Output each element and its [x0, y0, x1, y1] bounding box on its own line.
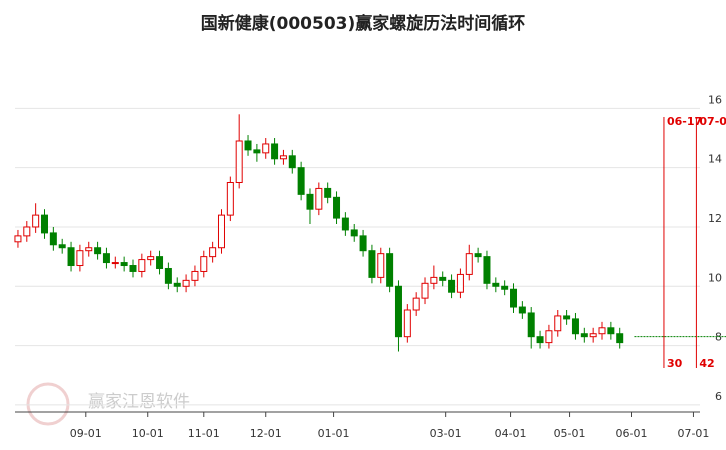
- cycle-count: 30: [667, 357, 683, 370]
- candle-body: [545, 330, 553, 344]
- candle-body: [518, 306, 526, 314]
- candle-body: [147, 256, 155, 261]
- candle-body: [571, 318, 579, 335]
- candle-body: [616, 333, 624, 344]
- cycle-date: 07-01: [699, 115, 726, 128]
- y-tick-label: 16: [708, 93, 722, 106]
- candle-body: [492, 282, 500, 287]
- candle-body: [244, 140, 252, 151]
- cycle-date: 06-17: [667, 115, 702, 128]
- candle-body: [85, 247, 93, 252]
- candle-body: [465, 253, 473, 275]
- candle-body: [14, 235, 22, 243]
- candle-body: [598, 327, 606, 335]
- candle-body: [191, 270, 199, 281]
- candle-body: [607, 327, 615, 335]
- x-tick-label: 05-01: [554, 427, 586, 440]
- candle-body: [448, 279, 456, 293]
- x-tick-label: 06-01: [616, 427, 648, 440]
- x-tick-label: 11-01: [188, 427, 220, 440]
- candle-body: [430, 276, 438, 284]
- candle-body: [368, 250, 376, 278]
- candle-body: [120, 262, 128, 267]
- candle-body: [23, 226, 31, 237]
- candle-body: [164, 267, 172, 284]
- y-tick-label: 12: [708, 212, 722, 225]
- candle-body: [483, 256, 491, 284]
- watermark-logo: [26, 382, 70, 426]
- candle-body: [76, 250, 84, 267]
- candle-body: [394, 285, 402, 338]
- cycle-count: 42: [699, 357, 714, 370]
- y-tick-label: 6: [715, 390, 722, 403]
- x-tick-label: 09-01: [70, 427, 102, 440]
- candle-body: [297, 167, 305, 195]
- candle-body: [580, 333, 588, 338]
- candle-body: [563, 315, 571, 320]
- candle-body: [288, 155, 296, 169]
- watermark: 赢家江恩软件: [88, 392, 190, 412]
- candle-body: [421, 282, 429, 299]
- candle-body: [138, 259, 146, 272]
- candle-body: [474, 253, 482, 258]
- x-tick-label: 01-01: [318, 427, 350, 440]
- candle-body: [235, 140, 243, 183]
- candle-body: [209, 247, 217, 258]
- candle-body: [271, 143, 279, 160]
- candle-body: [129, 265, 137, 272]
- x-tick-label: 10-01: [132, 427, 164, 440]
- candle-body: [403, 309, 411, 338]
- candle-body: [102, 253, 110, 264]
- candle-body: [554, 315, 562, 332]
- candle-body: [94, 247, 102, 255]
- candle-body: [359, 235, 367, 252]
- candle-body: [253, 149, 261, 154]
- candle-body: [456, 273, 464, 293]
- candle-body: [412, 297, 420, 311]
- candle-body: [200, 256, 208, 272]
- candle-body: [217, 214, 225, 249]
- chart-title: 国新健康(000503)赢家螺旋历法时间循环: [201, 13, 526, 34]
- y-tick-label: 10: [708, 271, 722, 284]
- candle-body: [439, 276, 447, 281]
- x-tick-label: 03-01: [430, 427, 462, 440]
- x-tick-label: 07-01: [677, 427, 709, 440]
- candle-body: [173, 282, 181, 287]
- candle-body: [49, 232, 57, 246]
- candle-body: [182, 279, 190, 287]
- candle-body: [67, 247, 75, 267]
- y-tick-label: 14: [708, 153, 722, 166]
- candle-body: [510, 288, 518, 308]
- candle-body: [501, 285, 509, 290]
- candle-body: [262, 143, 270, 154]
- candle-body: [306, 193, 314, 210]
- candle-body: [279, 155, 287, 160]
- candle-body: [111, 262, 119, 265]
- candle-body: [32, 214, 40, 228]
- candle-body: [40, 214, 48, 234]
- x-tick-label: 12-01: [250, 427, 282, 440]
- candle-body: [350, 229, 358, 237]
- candle-body: [324, 187, 332, 198]
- x-tick-label: 04-01: [495, 427, 527, 440]
- candle-body: [377, 253, 385, 278]
- candle-body: [527, 312, 535, 338]
- candle-body: [315, 187, 323, 210]
- candle-body: [333, 196, 341, 219]
- candle-body: [341, 217, 349, 231]
- candle-body: [58, 244, 66, 249]
- candle-body: [386, 253, 394, 287]
- candle-body: [536, 336, 544, 344]
- candle-body: [226, 182, 234, 216]
- candle-body: [589, 333, 597, 338]
- candle-body: [156, 256, 164, 269]
